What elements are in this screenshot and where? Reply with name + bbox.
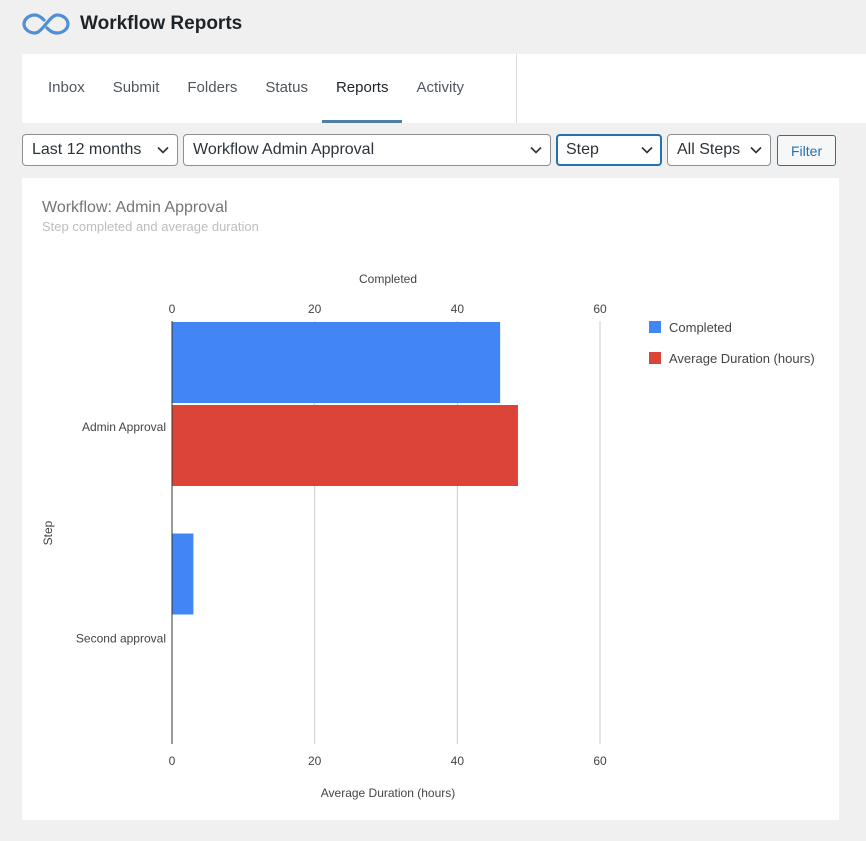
category-label: Admin Approval bbox=[82, 420, 166, 434]
y-axis-title: Step bbox=[41, 520, 55, 545]
chevron-down-icon bbox=[157, 146, 169, 154]
top-tick-label: 60 bbox=[593, 302, 607, 316]
bottom-tick-label: 60 bbox=[593, 754, 607, 768]
legend-label: Average Duration (hours) bbox=[669, 351, 815, 366]
chevron-down-icon bbox=[641, 146, 653, 154]
bar-chart: Admin Approval Second approval 0 0 20 20 40 40 6… bbox=[41, 272, 815, 800]
filter-button[interactable]: Filter bbox=[777, 135, 837, 166]
top-tick-label: 20 bbox=[308, 302, 322, 316]
infinity-loop-icon[interactable] bbox=[22, 10, 70, 38]
bar-1 bbox=[172, 405, 518, 486]
period-select[interactable]: Last 12 months bbox=[22, 134, 178, 166]
chevron-down-icon bbox=[530, 146, 542, 154]
tab-activity[interactable]: Activity bbox=[416, 79, 464, 96]
legend-label: Completed bbox=[669, 320, 732, 335]
tab-folders[interactable]: Folders bbox=[187, 79, 238, 96]
steps-select[interactable]: All Steps bbox=[667, 134, 771, 166]
top-tick-label: 0 bbox=[169, 302, 176, 316]
top-axis-title: Completed bbox=[359, 272, 417, 286]
report-card: Workflow: Admin Approval Step completed … bbox=[22, 178, 839, 820]
bottom-tick-label: 0 bbox=[169, 754, 176, 768]
filter-bar: Last 12 months Workflow Admin Approval S… bbox=[22, 134, 837, 167]
workflow-select[interactable]: Workflow Admin Approval bbox=[183, 134, 551, 166]
tab-status[interactable]: Status bbox=[265, 79, 308, 96]
bottom-axis-title: Average Duration (hours) bbox=[321, 786, 456, 800]
group-by-select-value: Step bbox=[566, 141, 599, 158]
bar-0 bbox=[172, 322, 501, 403]
app-title: Workflow Reports bbox=[80, 13, 243, 34]
group-by-select[interactable]: Step bbox=[556, 134, 662, 166]
legend-swatch bbox=[649, 352, 661, 364]
bar-0 bbox=[172, 533, 194, 615]
bottom-tick-label: 20 bbox=[308, 754, 322, 768]
workflow-select-value: Workflow Admin Approval bbox=[193, 141, 375, 158]
category-label: Second approval bbox=[76, 631, 166, 645]
legend-swatch bbox=[649, 321, 661, 333]
top-tick-label: 40 bbox=[451, 302, 465, 316]
app-header: Workflow Reports bbox=[22, 6, 242, 42]
chart-subtitle: Step completed and average duration bbox=[42, 219, 259, 234]
tab-inbox[interactable]: Inbox bbox=[48, 79, 85, 96]
tab-submit[interactable]: Submit bbox=[112, 79, 160, 96]
period-select-value: Last 12 months bbox=[32, 141, 142, 158]
bottom-tick-label: 40 bbox=[451, 754, 465, 768]
chevron-down-icon bbox=[750, 146, 762, 154]
chart-title: Workflow: Admin Approval bbox=[42, 199, 228, 216]
steps-select-value: All Steps bbox=[677, 141, 741, 158]
tab-reports[interactable]: Reports bbox=[321, 54, 403, 123]
tab-bar: Inbox Submit Folders Status Reports Activity bbox=[22, 54, 866, 123]
